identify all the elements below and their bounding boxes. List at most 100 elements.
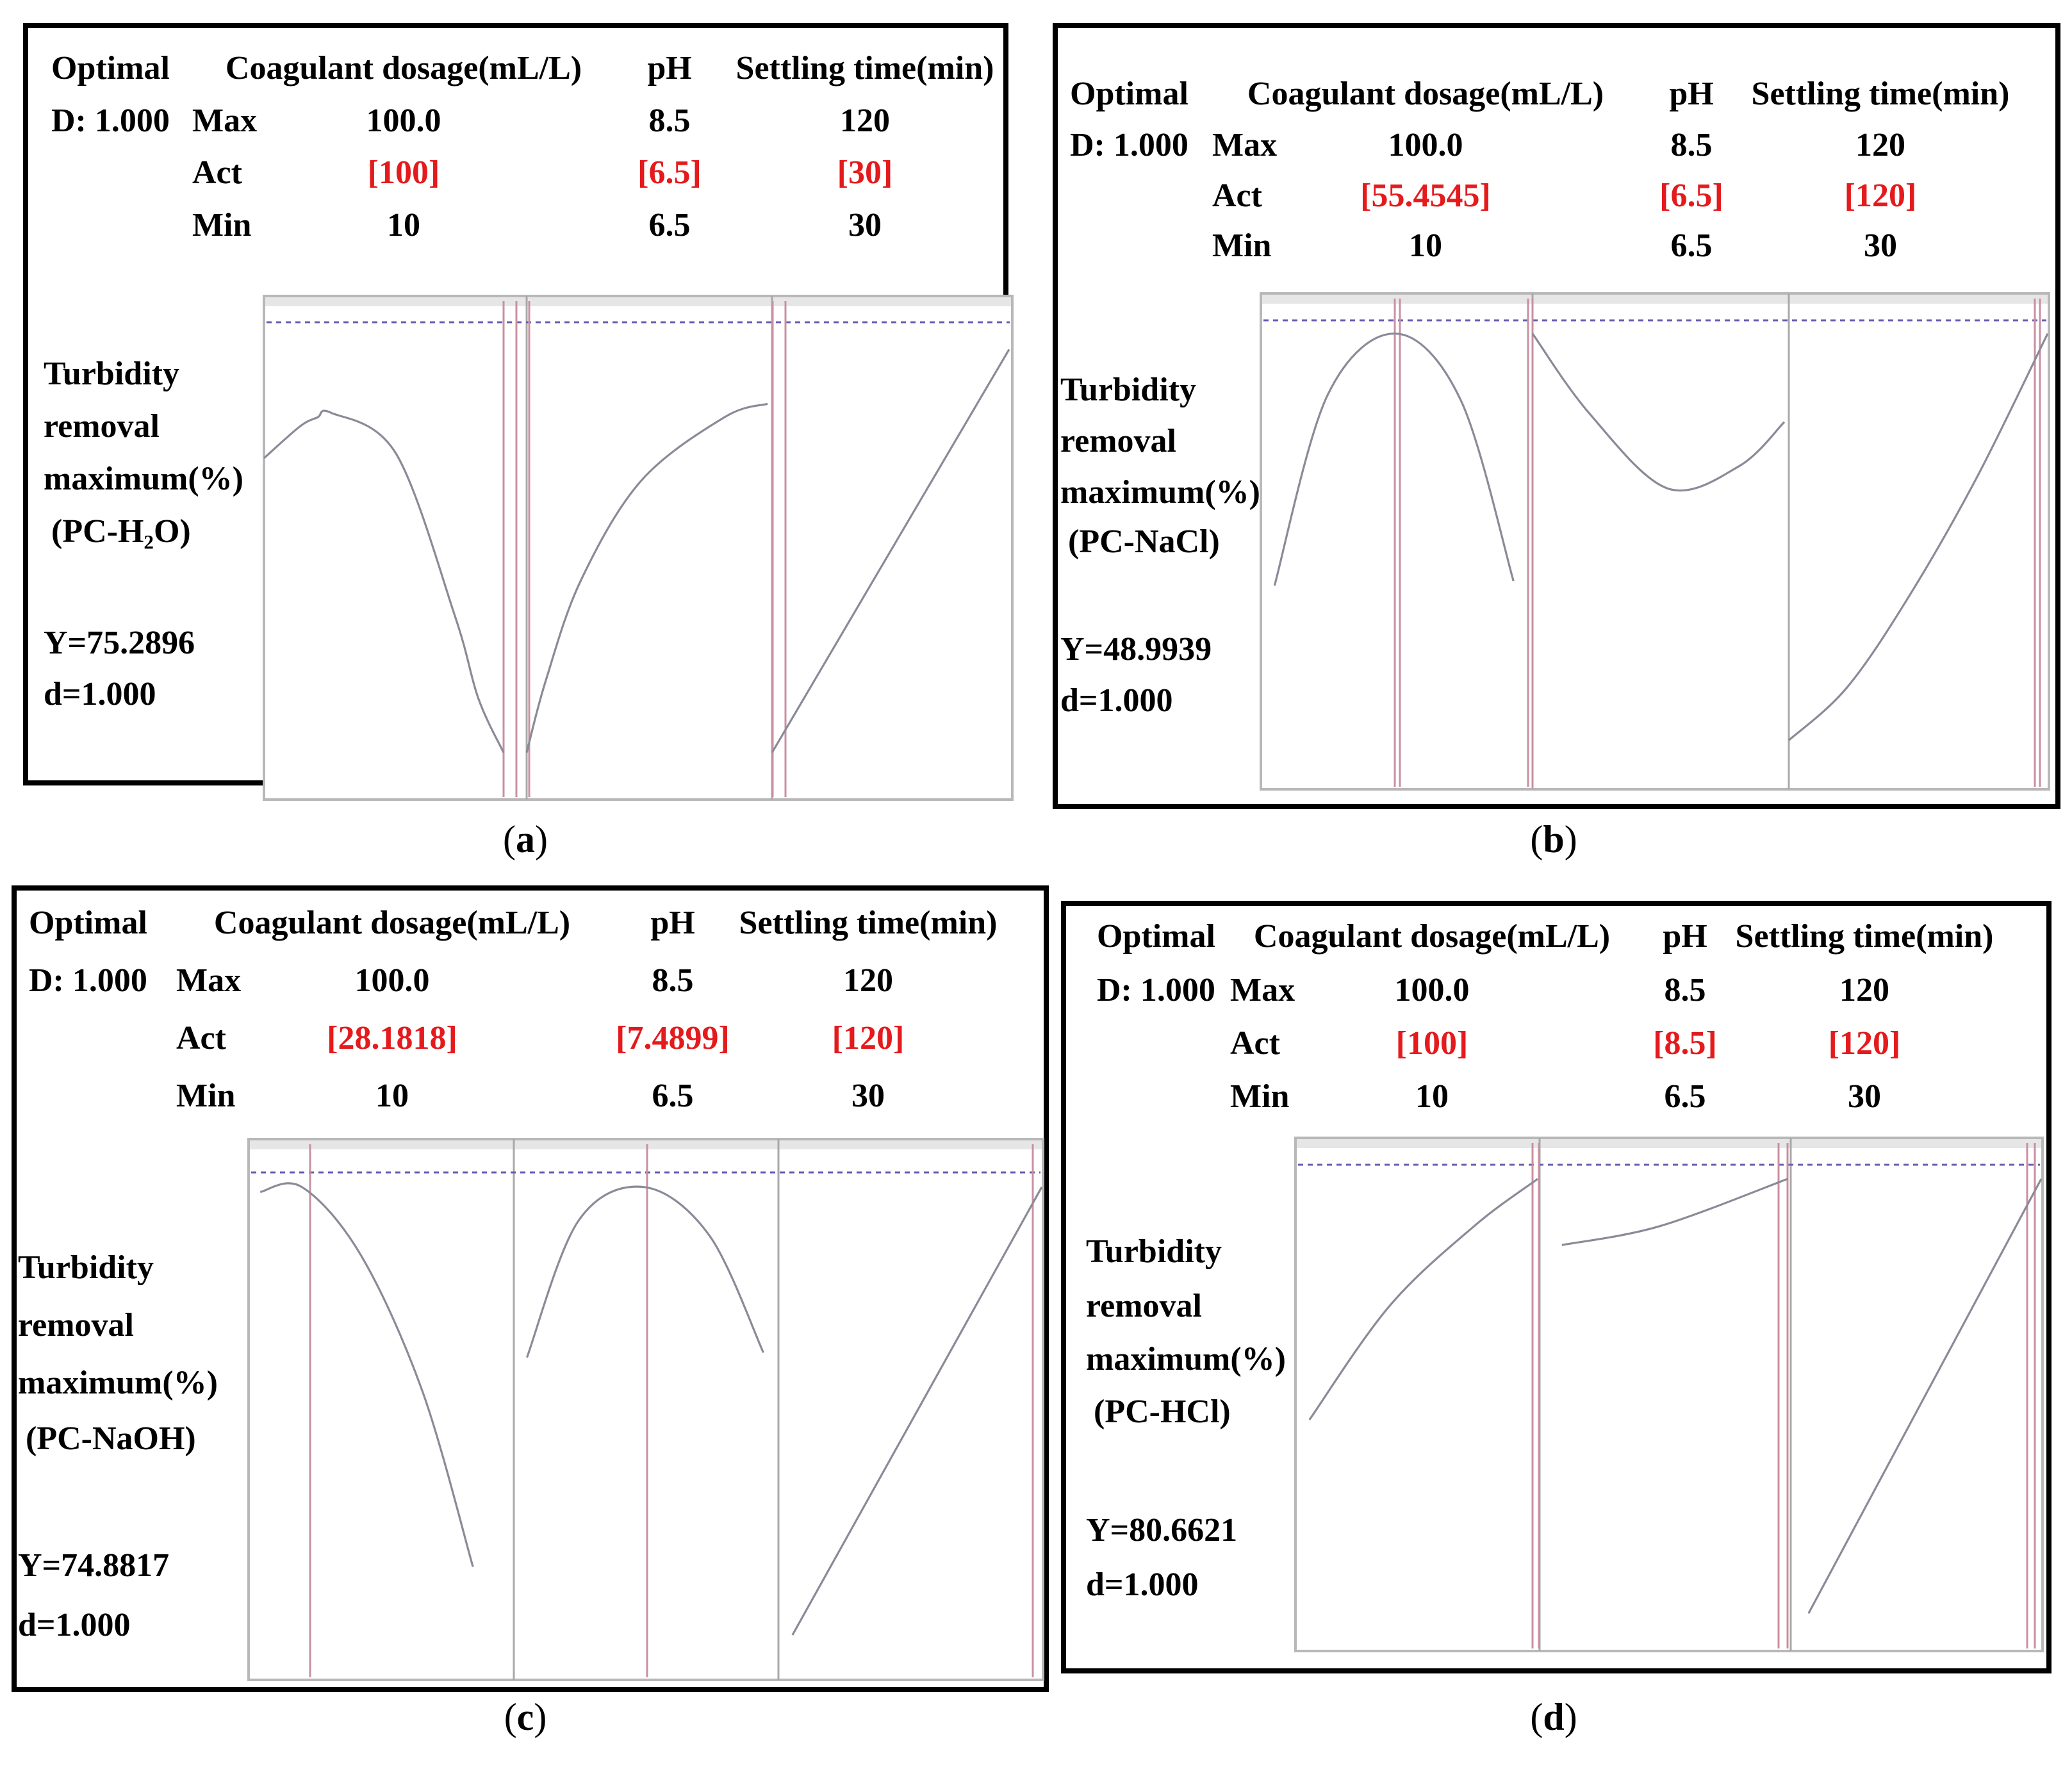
panel-b-row-act-label: Act [1212, 177, 1263, 214]
panel-a-row-act-label: Act [192, 154, 243, 191]
panel-b-factor-0-max: 100.0 [1388, 127, 1463, 163]
panel-a-response-d-value: d=1.000 [44, 676, 156, 712]
panel-b-row-min-label: Min [1212, 227, 1272, 264]
panel-a-factor-0-response-curve [263, 409, 505, 753]
panel-a-factor-0-max: 100.0 [366, 103, 441, 139]
panel-d-factor-2-max: 120 [1839, 972, 1889, 1008]
panel-b-factor-1-act: [6.5] [1659, 177, 1723, 214]
panel-b-caption: (b) [1530, 818, 1577, 860]
panel-a-response-line-0: Turbidity [44, 356, 179, 392]
panel-c-factor-0-max: 100.0 [355, 962, 430, 999]
panel-c-factor-1-act: [7.4899] [616, 1020, 730, 1056]
panel-a-factor-1-min: 6.5 [649, 207, 691, 243]
panel-b-plot-top-band [1262, 295, 2048, 304]
panel-a-response-line-2: maximum(%) [44, 461, 243, 497]
panel-a-desirability-label: D: 1.000 [51, 103, 170, 139]
panel-b-desirability-label: D: 1.000 [1070, 127, 1188, 163]
panel-b-response-line-3: (PC-NaCl) [1068, 523, 1220, 560]
panel-c-row-max-label: Max [176, 962, 241, 999]
panel-b-response-d-value: d=1.000 [1060, 682, 1173, 719]
panel-a-response-line-1: removal [44, 408, 160, 445]
panel-b-factor-0-response-curve [1273, 333, 1515, 586]
panel-a-response-line-3: (PC-H₂O) [51, 513, 191, 550]
panel-c-plot-area [247, 1138, 1044, 1681]
panel-d-response-line-3: (PC-HCl) [1094, 1393, 1231, 1430]
panel-d-factor-1-response-curve [1561, 1178, 1788, 1246]
panel-b-factor-2-max: 120 [1855, 127, 1905, 163]
panel-c-factor-1-name: pH [650, 905, 695, 941]
panel-c-factor-1-response-curve [526, 1185, 764, 1358]
panel-a-factor-1-max: 8.5 [649, 103, 691, 139]
panel-b-factor-1-name: pH [1669, 76, 1713, 112]
panel-c-factor-1-min: 6.5 [652, 1078, 694, 1114]
panel-c-row-min-label: Min [176, 1078, 236, 1114]
panel-d-factor-1-max: 8.5 [1665, 972, 1706, 1008]
panel-a-plot-top-band [265, 297, 1011, 306]
panel-c-factor-0-act: [28.1818] [327, 1020, 457, 1056]
panel-a-caption: (a) [503, 818, 548, 860]
panel-d-plot-top-band [1297, 1139, 2041, 1148]
panel-d-response-line-0: Turbidity [1086, 1233, 1222, 1270]
panel-c-plot-top-band [250, 1140, 1042, 1149]
panel-a-factor-0-min: 10 [387, 207, 420, 243]
panel-a-factor-0-act: [100] [368, 154, 440, 191]
panel-c-factor-2-min: 30 [851, 1078, 885, 1114]
panel-d-factor-0-name: Coagulant dosage(mL/L) [1254, 918, 1610, 955]
panel-c-factor-2-name: Settling time(min) [739, 905, 998, 941]
panel-c-response-line-1: removal [18, 1307, 134, 1344]
panel-b-factor-0-min: 10 [1409, 227, 1442, 264]
panel-b-response-y-value: Y=48.9939 [1060, 631, 1212, 668]
panel-d-response-d-value: d=1.000 [1086, 1566, 1199, 1603]
panel-b-row-max-label: Max [1212, 127, 1277, 163]
panel-b-factor-1-max: 8.5 [1671, 127, 1713, 163]
panel-d-caption: (d) [1530, 1696, 1577, 1738]
panel-c-factor-0-response-curve [259, 1182, 474, 1568]
panel-d-factor-0-response-curve [1308, 1178, 1538, 1420]
panel-d-plot-area [1294, 1137, 2044, 1652]
panel-d-frame [1061, 901, 2051, 1673]
panel-b-factor-0-name: Coagulant dosage(mL/L) [1247, 76, 1604, 112]
panel-c-optimal-label: Optimal [29, 905, 147, 941]
panel-c-factor-1-max: 8.5 [652, 962, 694, 999]
panel-c-frame [12, 885, 1049, 1692]
panel-d-response-y-value: Y=80.6621 [1086, 1512, 1237, 1549]
panel-a-factor-1-name: pH [647, 50, 691, 86]
panel-c-response-line-3: (PC-NaOH) [26, 1420, 196, 1457]
panel-c-desirability-label: D: 1.000 [29, 962, 147, 999]
panel-d-row-max-label: Max [1230, 972, 1295, 1008]
panel-b-factor-2-min: 30 [1864, 227, 1897, 264]
panel-d-factor-2-act: [120] [1829, 1025, 1901, 1062]
panel-b-response-line-0: Turbidity [1060, 372, 1196, 408]
panel-d-factor-2-response-curve [1807, 1178, 2043, 1614]
panel-b-factor-2-act: [120] [1845, 177, 1917, 214]
panel-a-optimal-label: Optimal [51, 50, 170, 86]
panel-b-plot-area [1260, 292, 2050, 791]
panel-c-response-line-2: maximum(%) [18, 1365, 218, 1401]
panel-d-factor-0-act: [100] [1396, 1025, 1468, 1062]
panel-a-factor-2-max: 120 [840, 103, 890, 139]
panel-d-response-line-1: removal [1086, 1288, 1202, 1324]
panel-a-row-min-label: Min [192, 207, 252, 243]
panel-b-factor-1-response-curve [1531, 333, 1786, 492]
panel-c-factor-2-max: 120 [843, 962, 893, 999]
panel-d-factor-0-max: 100.0 [1395, 972, 1470, 1008]
panel-d-factor-1-min: 6.5 [1665, 1078, 1706, 1115]
panel-d-factor-1-name: pH [1663, 918, 1707, 955]
panel-c-response-line-0: Turbidity [18, 1249, 154, 1286]
panel-a-factor-2-min: 30 [848, 207, 882, 243]
panel-c-response-y-value: Y=74.8817 [18, 1547, 169, 1584]
panel-d-optimal-label: Optimal [1097, 918, 1215, 955]
panel-d-response-line-2: maximum(%) [1086, 1341, 1286, 1377]
panel-a-factor-2-name: Settling time(min) [736, 50, 994, 86]
panel-a-response-y-value: Y=75.2896 [44, 625, 195, 661]
panel-c-row-act-label: Act [176, 1020, 227, 1056]
panel-c-response-d-value: d=1.000 [18, 1607, 131, 1643]
panel-a-factor-2-act: [30] [837, 154, 893, 191]
panel-a-plot-area [263, 295, 1014, 801]
panel-c-caption: (c) [504, 1696, 547, 1738]
panel-a-factor-0-name: Coagulant dosage(mL/L) [226, 50, 582, 86]
panel-b-factor-2-response-curve [1788, 333, 2049, 741]
panel-b-optimal-label: Optimal [1070, 76, 1188, 112]
panel-d-row-act-label: Act [1230, 1025, 1281, 1062]
